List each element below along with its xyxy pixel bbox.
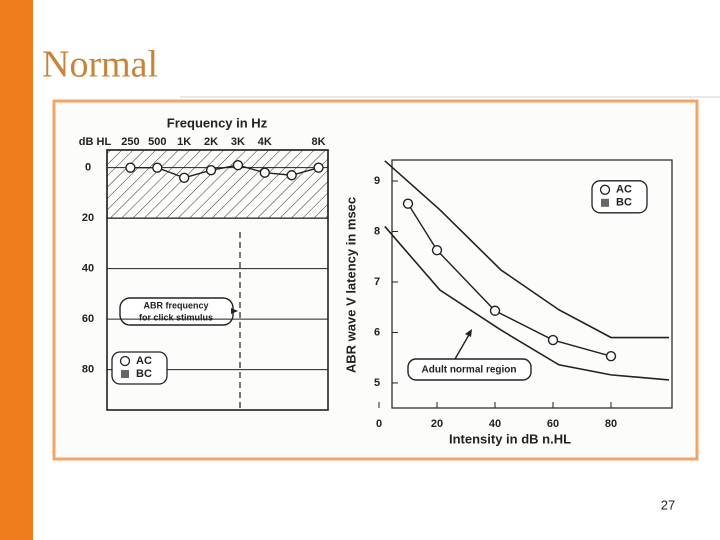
x-tick-label: 80 xyxy=(605,418,617,430)
y-tick-label: 8 xyxy=(374,225,380,237)
legend-label: AC xyxy=(616,184,632,196)
y-tick-label: 5 xyxy=(374,377,380,389)
y-tick-label: 0 xyxy=(85,162,91,174)
region-label-box xyxy=(407,358,532,381)
x-axis-title: Intensity in dB n.HL xyxy=(449,431,571,446)
x-tick-label: 40 xyxy=(489,418,501,430)
point xyxy=(286,170,297,181)
y-axis-title: dB HL xyxy=(79,136,112,148)
y-tick-label: 6 xyxy=(374,326,380,338)
x-tick-label: 1K xyxy=(177,136,191,148)
point xyxy=(232,159,244,171)
point xyxy=(605,350,617,362)
point xyxy=(259,167,271,178)
x-tick-label: 20 xyxy=(431,418,443,430)
point xyxy=(125,162,136,173)
x-tick-label: 500 xyxy=(148,136,166,148)
region-boundary xyxy=(384,160,669,339)
audiogram-title: Frequency in Hz xyxy=(167,115,268,130)
point xyxy=(152,162,163,173)
y-tick-label: 20 xyxy=(82,212,94,224)
annotation-text: for click stimulus xyxy=(139,312,213,322)
point xyxy=(431,244,443,256)
region-boundary xyxy=(384,225,670,381)
point xyxy=(205,164,217,176)
latency-frame xyxy=(391,159,673,409)
side-bar xyxy=(0,0,33,540)
page-number: 27 xyxy=(661,497,675,512)
annotation-arrowhead xyxy=(231,308,238,314)
point xyxy=(402,198,414,209)
x-tick-label: 60 xyxy=(547,418,559,430)
point xyxy=(178,172,190,183)
legend-marker xyxy=(119,355,131,367)
point xyxy=(547,334,559,346)
x-tick-label: 2K xyxy=(204,136,218,148)
legend-marker xyxy=(121,370,129,378)
y-tick-label: 60 xyxy=(82,313,94,325)
x-tick-label: 0 xyxy=(376,418,382,430)
y-tick-label: 7 xyxy=(374,276,380,288)
legend-label: BC xyxy=(136,368,152,380)
region-arrowhead xyxy=(465,329,472,337)
legend-marker xyxy=(599,184,611,195)
region-label: Adult normal region xyxy=(422,365,517,376)
point xyxy=(489,305,501,316)
y-tick-label: 9 xyxy=(374,175,380,187)
x-tick-label: 250 xyxy=(121,136,139,148)
legend-label: BC xyxy=(616,197,632,209)
x-tick-label: 8K xyxy=(312,136,326,148)
slide-title: Normal xyxy=(42,44,158,86)
point xyxy=(313,162,324,173)
y-tick-label: 80 xyxy=(82,364,94,376)
normal-band xyxy=(106,149,329,219)
annotation-text: ABR frequency xyxy=(143,300,208,310)
y-tick-label: 40 xyxy=(82,263,94,275)
x-tick-label: 3K xyxy=(231,136,245,148)
region-arrow xyxy=(454,332,471,360)
y-axis-title: ABR wave V latency in msec xyxy=(343,197,358,373)
x-tick-label: 4K xyxy=(258,136,272,148)
legend-marker xyxy=(601,198,609,207)
legend-label: AC xyxy=(136,355,152,367)
